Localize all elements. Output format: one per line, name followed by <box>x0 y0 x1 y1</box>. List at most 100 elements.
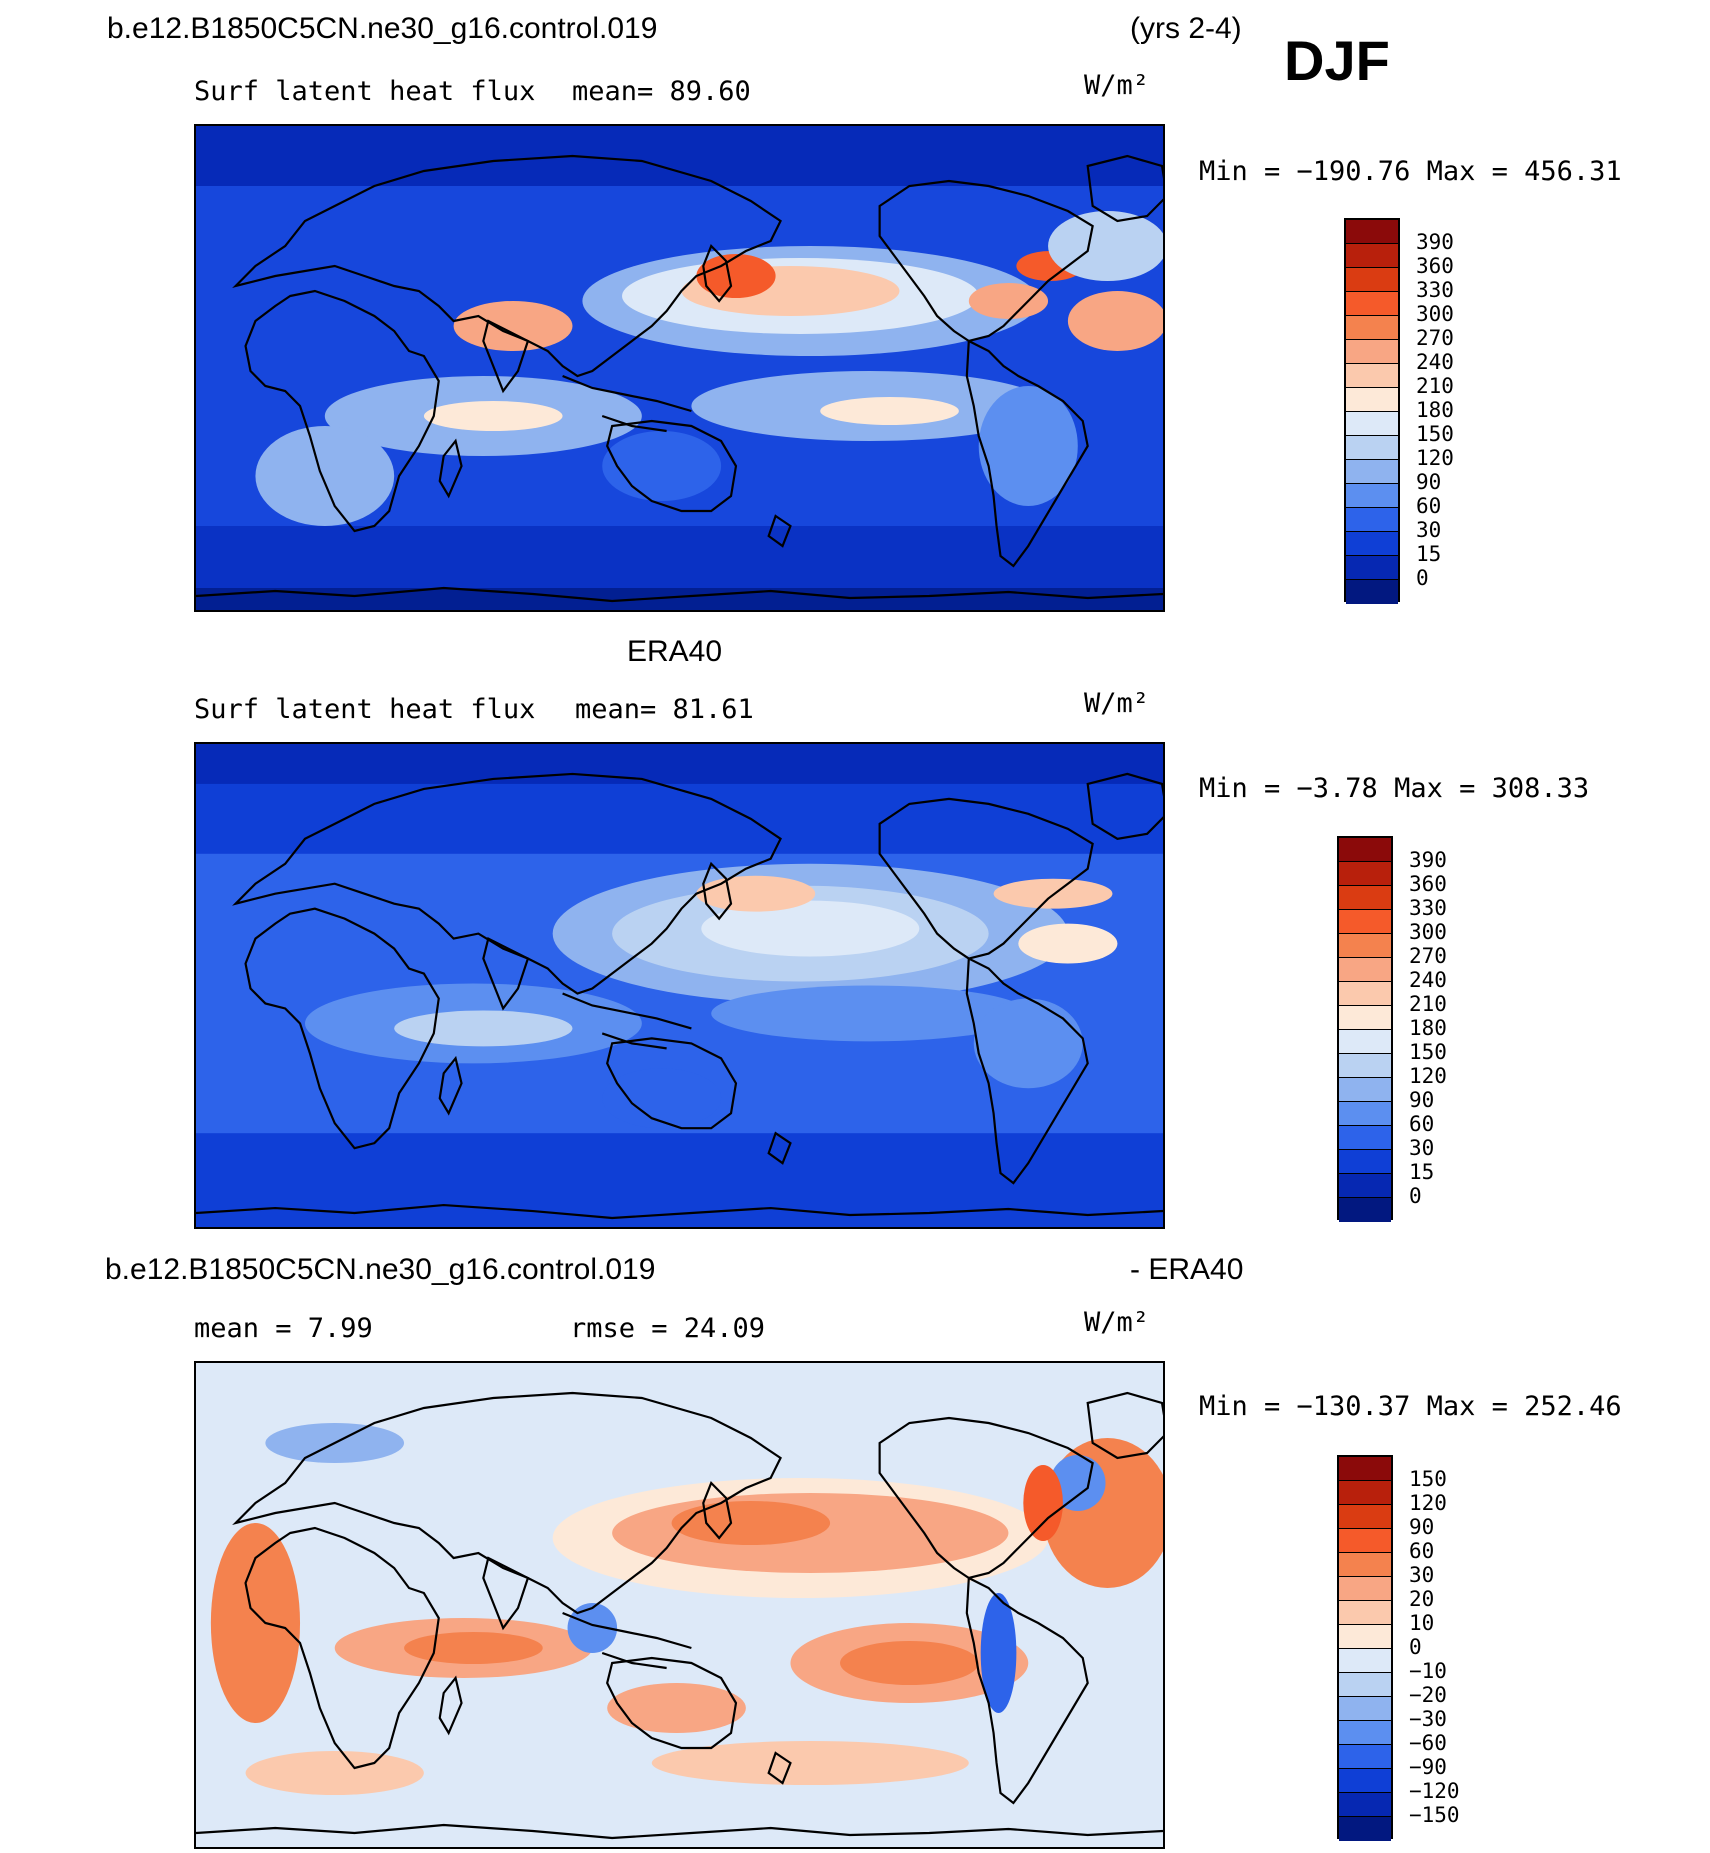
panel2-colorbar-swatches <box>1337 836 1393 1222</box>
colorbar-tick-label: 270 <box>1409 944 1447 968</box>
colorbar-tick-label: −90 <box>1409 1755 1447 1779</box>
panel1-units: W/m² <box>1084 70 1150 101</box>
colorbar-tick-label: 90 <box>1409 1515 1435 1539</box>
colorbar-swatch <box>1339 1457 1391 1481</box>
colorbar-tick-label: 390 <box>1409 848 1447 872</box>
colorbar-tick-label: 15 <box>1409 1160 1435 1184</box>
colorbar-tick-label: 120 <box>1409 1491 1447 1515</box>
colorbar-swatch <box>1339 1054 1391 1078</box>
colorbar-tick-label: 120 <box>1409 1064 1447 1088</box>
colorbar-tick-label: 60 <box>1416 494 1442 518</box>
panel1-colorbar-swatches <box>1344 218 1400 604</box>
colorbar-swatch <box>1346 484 1398 508</box>
season-label: DJF <box>1284 29 1390 92</box>
colorbar-tick-label: 270 <box>1416 326 1454 350</box>
colorbar-tick-label: 150 <box>1416 422 1454 446</box>
panel2-map <box>194 742 1165 1229</box>
colorbar-swatch <box>1339 1174 1391 1198</box>
colorbar-tick-label: 30 <box>1409 1563 1435 1587</box>
colorbar-tick-label: 10 <box>1409 1611 1435 1635</box>
colorbar-tick-label: 240 <box>1409 968 1447 992</box>
panel3-rmse: rmse = 24.09 <box>570 1313 766 1344</box>
colorbar-swatch <box>1339 1625 1391 1649</box>
colorbar-tick-label: 150 <box>1409 1040 1447 1064</box>
colorbar-swatch <box>1339 958 1391 982</box>
years-label: (yrs 2-4) <box>1130 12 1242 45</box>
colorbar-tick-label: 330 <box>1409 896 1447 920</box>
colorbar-swatch <box>1339 1030 1391 1054</box>
colorbar-swatch <box>1339 862 1391 886</box>
colorbar-tick-label: −20 <box>1409 1683 1447 1707</box>
colorbar-swatch <box>1339 1745 1391 1769</box>
colorbar-tick-label: 15 <box>1416 542 1442 566</box>
colorbar-swatch <box>1339 1649 1391 1673</box>
colorbar-tick-label: 210 <box>1409 992 1447 1016</box>
colorbar-tick-label: 0 <box>1409 1184 1422 1208</box>
colorbar-swatch <box>1339 1102 1391 1126</box>
colorbar-swatch <box>1339 1505 1391 1529</box>
colorbar-swatch <box>1339 838 1391 862</box>
colorbar-swatch <box>1346 220 1398 244</box>
panel2-mean: mean= 81.61 <box>575 694 754 725</box>
colorbar-swatch <box>1339 1673 1391 1697</box>
colorbar-swatch <box>1339 982 1391 1006</box>
colorbar-swatch <box>1346 292 1398 316</box>
colorbar-tick-label: 300 <box>1409 920 1447 944</box>
colorbar-tick-label: 390 <box>1416 230 1454 254</box>
colorbar-swatch <box>1339 1078 1391 1102</box>
colorbar-swatch <box>1346 460 1398 484</box>
case-title: b.e12.B1850C5CN.ne30_g16.control.019 <box>107 12 658 45</box>
colorbar-swatch <box>1346 412 1398 436</box>
panel2-field-name: Surf latent heat flux <box>194 694 536 725</box>
colorbar-tick-label: 360 <box>1409 872 1447 896</box>
colorbar-swatch <box>1339 1577 1391 1601</box>
colorbar-swatch <box>1339 1697 1391 1721</box>
colorbar-tick-label: 30 <box>1409 1136 1435 1160</box>
colorbar-tick-label: 210 <box>1416 374 1454 398</box>
colorbar-swatch <box>1346 508 1398 532</box>
colorbar-tick-label: −120 <box>1409 1779 1460 1803</box>
colorbar-tick-label: 60 <box>1409 1112 1435 1136</box>
panel3-map <box>194 1361 1165 1849</box>
colorbar-swatch <box>1346 340 1398 364</box>
colorbar-swatch <box>1346 316 1398 340</box>
panel1-map <box>194 124 1165 612</box>
colorbar-swatch <box>1339 934 1391 958</box>
colorbar-tick-label: 0 <box>1409 1635 1422 1659</box>
colorbar-swatch <box>1346 268 1398 292</box>
panel1-mean: mean= 89.60 <box>572 76 751 107</box>
panel2-units: W/m² <box>1084 688 1150 719</box>
colorbar-swatch <box>1339 1198 1391 1222</box>
colorbar-tick-label: 120 <box>1416 446 1454 470</box>
colorbar-swatch <box>1339 1553 1391 1577</box>
colorbar-tick-label: 60 <box>1409 1539 1435 1563</box>
colorbar-swatch <box>1339 1721 1391 1745</box>
panel2-title: ERA40 <box>627 635 723 668</box>
colorbar-swatch <box>1346 436 1398 460</box>
colorbar-swatch <box>1339 1769 1391 1793</box>
colorbar-tick-label: 330 <box>1416 278 1454 302</box>
panel1-minmax: Min = −190.76 Max = 456.31 <box>1199 156 1622 187</box>
panel3-title-left: b.e12.B1850C5CN.ne30_g16.control.019 <box>105 1253 656 1286</box>
colorbar-swatch <box>1339 910 1391 934</box>
colorbar-tick-label: 90 <box>1409 1088 1435 1112</box>
colorbar-swatch <box>1339 1150 1391 1174</box>
colorbar-tick-label: 360 <box>1416 254 1454 278</box>
colorbar-tick-label: 150 <box>1409 1467 1447 1491</box>
colorbar-swatch <box>1339 1006 1391 1030</box>
colorbar-tick-label: 240 <box>1416 350 1454 374</box>
colorbar-swatch <box>1346 580 1398 604</box>
panel3-colorbar-swatches <box>1337 1455 1393 1841</box>
colorbar-tick-label: 180 <box>1416 398 1454 422</box>
colorbar-tick-label: −60 <box>1409 1731 1447 1755</box>
colorbar-tick-label: −30 <box>1409 1707 1447 1731</box>
panel3-units: W/m² <box>1084 1307 1150 1338</box>
colorbar-tick-label: 90 <box>1416 470 1442 494</box>
colorbar-tick-label: −150 <box>1409 1803 1460 1827</box>
panel3-title-right: - ERA40 <box>1130 1253 1244 1286</box>
colorbar-swatch <box>1346 556 1398 580</box>
colorbar-tick-label: −10 <box>1409 1659 1447 1683</box>
colorbar-swatch <box>1346 244 1398 268</box>
colorbar-tick-label: 20 <box>1409 1587 1435 1611</box>
colorbar-swatch <box>1346 532 1398 556</box>
